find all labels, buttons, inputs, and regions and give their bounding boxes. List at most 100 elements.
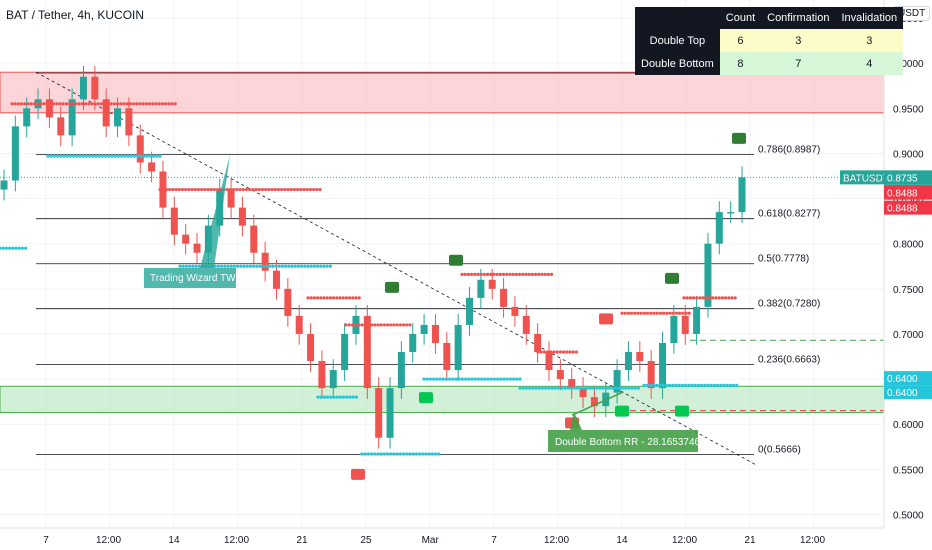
candle-body [613,370,621,393]
cyan-price-label: 0.6400 [887,374,918,385]
top-level-dots [180,187,184,192]
bottom-level-dots [531,386,535,390]
y-tick-label: 0.9500 [893,104,924,115]
bottom-level-dots [511,377,516,381]
bottom-level-dots [677,383,681,387]
top-level-dots [119,102,123,106]
top-level-dots [260,187,264,192]
top-level-dots [103,102,107,106]
fib-level-label: 0.786(0.8987) [758,145,820,156]
top-level-dots [308,187,312,192]
bottom-level-dots [91,154,95,158]
bottom-level-dots [216,264,220,268]
candle-body [170,207,178,235]
red-price-label: 0.8488 [887,204,918,215]
bottom-level-dots [544,386,548,390]
top-level-dots [511,272,515,276]
top-level-dots [302,187,306,192]
top-level-dots [518,272,522,276]
top-level-dots [354,296,358,300]
top-level-dots [10,102,14,106]
top-level-dots [20,102,24,106]
candle-body [125,108,133,136]
bottom-level-dots [652,383,656,387]
bottom-level-dots [17,246,21,250]
bottom-level-dots [690,383,694,387]
bottom-level-dots [735,383,739,387]
bottom-level-dots [306,264,310,268]
top-level-dots [350,323,354,327]
top-level-dots [164,102,168,106]
bottom-level-dots [411,452,415,456]
bottom-level-dots [264,264,268,268]
top-level-dots [357,296,361,300]
bottom-level-dots [123,154,127,158]
top-level-dots [248,187,252,192]
double-top-marker [385,281,399,293]
bottom-level-dots [432,377,436,381]
top-level-dots [125,102,129,106]
top-level-dots [568,350,572,354]
top-level-dots [720,296,725,300]
top-level-dots [42,102,46,106]
candle-body [704,243,712,307]
top-level-dots [530,272,535,276]
bottom-level-dots [668,383,672,387]
bottom-level-dots [601,386,605,390]
bottom-level-dots [252,264,256,268]
bottom-level-dots [319,264,323,268]
bottom-level-dots [332,395,336,399]
candle-body [307,333,315,362]
candle-body [522,315,530,334]
bottom-level-dots [296,264,300,268]
top-level-dots [347,323,351,327]
top-level-dots [658,311,663,315]
bottom-level-dots [524,386,529,390]
bottom-level-dots [454,377,458,381]
top-level-dots [167,102,171,106]
bottom-level-dots [232,264,236,268]
top-level-dots [363,323,367,327]
bottom-level-dots [329,395,333,399]
support-zone [0,385,885,413]
bottom-level-dots [280,264,284,268]
candle-body [284,288,292,316]
bottom-level-dots [239,264,243,268]
bottom-level-dots [136,154,140,158]
bottom-level-dots [608,386,612,390]
top-level-dots [730,296,734,300]
bottom-level-dots [373,452,377,456]
x-tick-label: 12:00 [96,535,121,546]
cyan-price-label: 0.6400 [887,388,918,399]
candle-body [318,361,326,389]
bottom-level-dots [287,264,291,268]
bottom-level-dots [213,264,217,268]
bottom-level-dots [8,246,12,250]
bottom-level-dots [687,383,691,387]
top-level-dots [187,187,191,192]
bottom-level-dots [655,383,659,387]
top-level-dots [733,296,737,300]
bottom-level-dots [62,154,66,158]
bottom-level-dots [428,377,432,381]
top-level-dots [283,187,287,192]
candle-body [182,234,190,244]
top-level-dots [550,272,554,276]
top-level-dots [402,323,406,327]
candle-body [295,315,303,334]
bottom-level-dots [81,154,85,158]
top-level-dots [154,102,158,106]
bottom-level-dots [716,383,720,387]
bottom-level-dots [110,154,114,158]
bottom-level-dots [316,395,320,399]
bottom-level-dots [725,383,729,387]
cyan-price-label-bg [884,385,932,400]
top-level-dots [52,102,56,106]
bottom-level-dots [427,452,431,456]
bottom-level-dots [483,377,487,381]
top-level-dots [196,187,200,192]
fib-level-label: 0.382(0.7280) [758,299,820,310]
top-level-dots [203,187,207,192]
top-level-dots [344,323,348,327]
